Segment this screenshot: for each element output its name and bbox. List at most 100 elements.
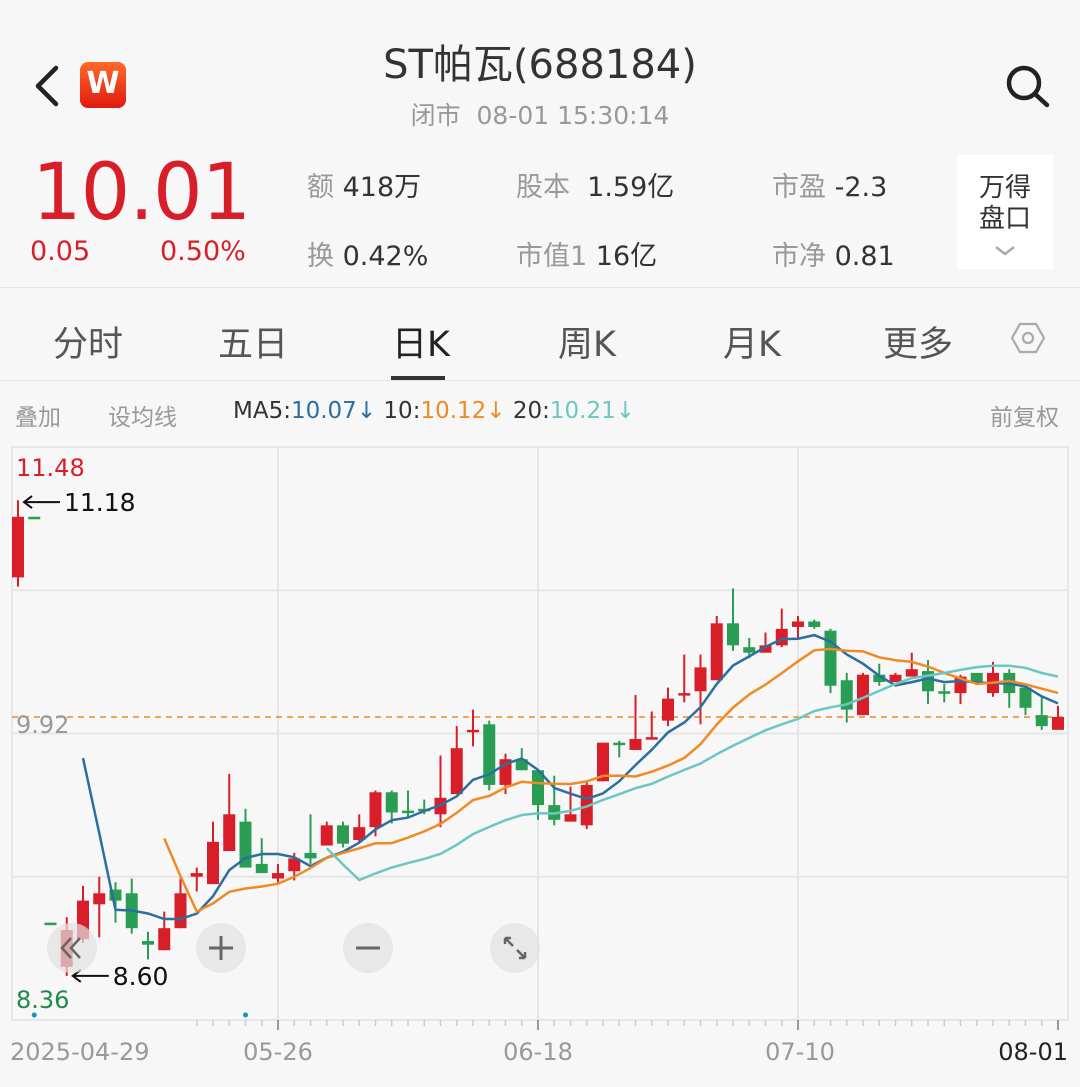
tab-five-day[interactable]: 五日 bbox=[217, 325, 289, 365]
candle bbox=[613, 742, 626, 746]
ma5-label: MA5: bbox=[233, 398, 291, 424]
candle bbox=[272, 873, 284, 879]
tab-intraday[interactable]: 分时 bbox=[52, 325, 124, 365]
tab-more[interactable]: 更多 bbox=[882, 325, 954, 365]
market-status: 闭市 08-01 15:30:14 bbox=[0, 96, 1080, 132]
y-mid-label: 9.92 bbox=[16, 711, 69, 739]
ma20-down-arrow-icon: ↓ bbox=[615, 398, 636, 424]
stat-amount: 额 418万 bbox=[307, 172, 422, 203]
candle bbox=[223, 814, 236, 852]
candle bbox=[873, 674, 886, 683]
candle bbox=[207, 841, 219, 885]
candle bbox=[288, 858, 301, 872]
chart-settings-button[interactable] bbox=[1010, 320, 1046, 356]
candle bbox=[662, 698, 674, 721]
chart-grid bbox=[11, 446, 1069, 1030]
x-tick-label: 07-10 bbox=[765, 1038, 835, 1066]
y-min-label: 8.36 bbox=[16, 986, 69, 1014]
event-marker bbox=[243, 1012, 248, 1018]
expand-icon bbox=[503, 936, 527, 960]
stat-pe: 市盈 -2.3 bbox=[772, 172, 888, 203]
divider bbox=[0, 287, 1080, 288]
candle bbox=[402, 810, 414, 814]
event-marker bbox=[31, 1012, 37, 1018]
page-title: ST帕瓦(688184) bbox=[383, 42, 697, 88]
candle bbox=[369, 792, 382, 828]
market-status-text: 闭市 bbox=[410, 101, 461, 130]
chevron-down-icon bbox=[995, 246, 1015, 256]
candle bbox=[28, 516, 41, 520]
candle bbox=[1019, 687, 1032, 708]
candle bbox=[532, 770, 544, 806]
ma20-value: 10.21 bbox=[549, 398, 616, 424]
set-ma-button[interactable]: 设均线 bbox=[108, 405, 177, 431]
candle bbox=[142, 941, 154, 945]
x-tick-label: 06-18 bbox=[503, 1038, 573, 1066]
x-tick-label: 2025-04-29 bbox=[10, 1038, 150, 1066]
candle bbox=[694, 667, 707, 692]
ma-lines bbox=[81, 633, 1059, 921]
ma10-value: 10.12 bbox=[420, 398, 487, 424]
candle bbox=[727, 623, 739, 646]
fullscreen-button[interactable] bbox=[490, 923, 540, 973]
stat-shares: 股本 1.59亿 bbox=[516, 172, 675, 203]
ma5-line bbox=[81, 633, 1059, 921]
ma-legend: MA5:10.07↓ 10:10.12↓ 20:10.21↓ bbox=[233, 398, 635, 424]
candle bbox=[44, 922, 57, 926]
search-button[interactable] bbox=[1003, 62, 1053, 112]
chevron-left-icon bbox=[35, 65, 59, 107]
search-icon bbox=[1006, 65, 1050, 108]
back-button[interactable] bbox=[30, 64, 66, 108]
stat-market-cap: 市值1 16亿 bbox=[516, 241, 658, 272]
candle bbox=[905, 669, 918, 677]
ma10-label: 10: bbox=[383, 398, 421, 424]
candle bbox=[759, 645, 772, 653]
candle bbox=[1052, 716, 1064, 730]
quote-datetime: 08-01 15:30:14 bbox=[476, 101, 670, 130]
minus-icon bbox=[356, 946, 380, 950]
candles bbox=[12, 500, 1064, 976]
candle bbox=[255, 863, 268, 874]
candle bbox=[678, 693, 691, 696]
candle bbox=[158, 928, 171, 951]
candle bbox=[938, 691, 951, 694]
candle bbox=[645, 737, 658, 740]
candle bbox=[743, 647, 756, 653]
candle bbox=[857, 674, 869, 716]
active-tab-indicator bbox=[391, 376, 445, 380]
price-change-pct: 0.50% bbox=[160, 236, 246, 267]
hexagon-settings-icon bbox=[1010, 322, 1046, 354]
candle bbox=[450, 748, 463, 795]
y-max-label: 11.48 bbox=[16, 454, 85, 482]
candle bbox=[385, 792, 398, 813]
candle bbox=[515, 759, 528, 771]
scroll-left-button[interactable] bbox=[47, 923, 97, 973]
zoom-in-button[interactable] bbox=[196, 923, 246, 973]
candle bbox=[629, 739, 642, 751]
tab-monthly-k[interactable]: 月K bbox=[723, 325, 781, 365]
ma10-line bbox=[163, 647, 1059, 914]
zoom-out-button[interactable] bbox=[343, 923, 393, 973]
candle bbox=[12, 516, 24, 578]
plus-icon bbox=[209, 936, 233, 960]
tab-weekly-k[interactable]: 周K bbox=[558, 325, 616, 365]
tab-daily-k[interactable]: 日K bbox=[392, 325, 450, 365]
candle bbox=[190, 873, 203, 877]
price-change: 0.05 bbox=[30, 236, 91, 267]
wind-logo[interactable]: W bbox=[80, 62, 126, 108]
ma5-value: 10.07 bbox=[290, 398, 357, 424]
candle bbox=[174, 893, 187, 929]
candlestick-chart[interactable]: 11.48 9.92 8.36 11.18 8.60 bbox=[0, 440, 1080, 1040]
double-chevron-left-icon bbox=[60, 937, 81, 959]
arrow-left-icon bbox=[22, 495, 60, 509]
wind-order-book-button[interactable]: 万得 盘口 bbox=[957, 155, 1053, 269]
candle bbox=[320, 825, 333, 846]
high-annotation: 11.18 bbox=[64, 488, 136, 517]
overlay-button[interactable]: 叠加 bbox=[15, 405, 61, 431]
candle bbox=[808, 621, 821, 627]
adjust-mode-button[interactable]: 前复权 bbox=[990, 405, 1059, 431]
stat-pb: 市净 0.81 bbox=[772, 241, 895, 272]
ma20-label: 20: bbox=[512, 398, 550, 424]
candle bbox=[710, 623, 723, 681]
candle bbox=[792, 621, 804, 627]
